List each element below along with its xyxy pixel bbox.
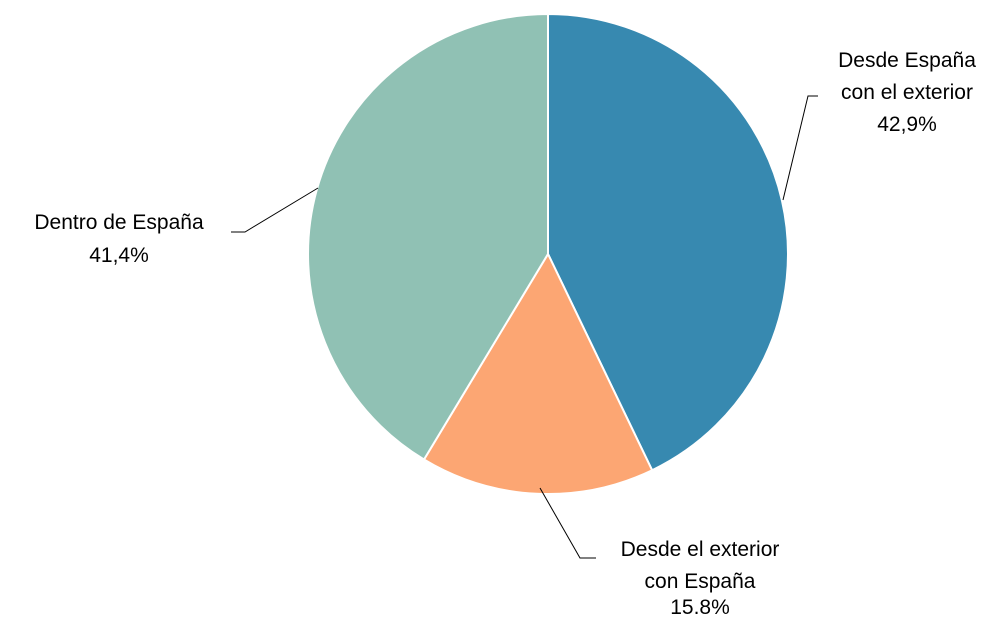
pie-slice-desde-exterior — [422, 251, 654, 495]
slice-name-line-1: Desde el exterior — [621, 538, 780, 561]
slice-label-dentro-espana: Dentro de España 41,4% — [34, 211, 204, 267]
slice-value-label: 41,4% — [89, 244, 149, 267]
leader-line-dentro-espana — [231, 187, 319, 233]
slice-name-line-2: con España — [645, 570, 756, 593]
pie-slice-dentro-espana — [307, 12, 549, 461]
leader-line-desde-exterior — [539, 487, 596, 559]
slice-label-desde-espana: Desde España con el exterior 42,9% — [838, 49, 976, 136]
slice-name-line-1: Desde España — [838, 49, 976, 72]
pie-slice-desde-espana — [547, 12, 789, 472]
slice-value-label: 42,9% — [877, 113, 937, 136]
slice-name-line-1: Dentro de España — [34, 211, 204, 234]
leader-line-desde-espana — [782, 95, 818, 201]
pie-slices — [307, 12, 789, 495]
slice-name-line-2: con el exterior — [841, 81, 973, 104]
slice-value-label: 15.8% — [670, 596, 730, 619]
slice-label-desde-exterior: Desde el exterior con España 15.8% — [621, 538, 780, 619]
